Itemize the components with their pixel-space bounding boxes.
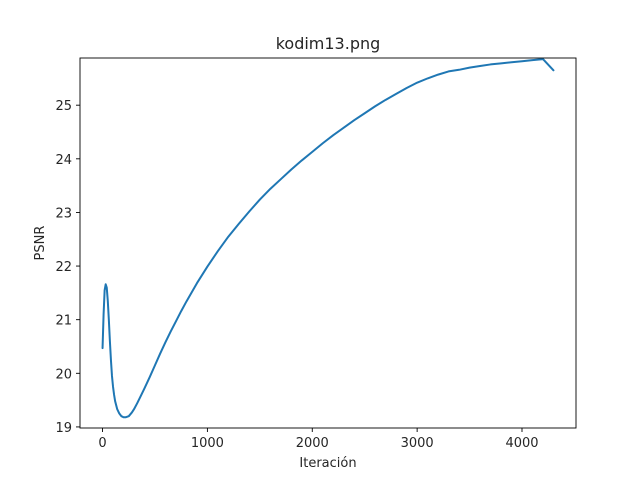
y-tick-label: 24 (55, 153, 72, 168)
x-tick-label: 2000 (296, 436, 329, 451)
chart-title: kodim13.png (276, 34, 381, 53)
y-tick-label: 25 (55, 99, 72, 114)
x-tick-label: 4000 (505, 436, 538, 451)
ticks-group: 0 1000 2000 3000 4000 19 20 21 22 23 24 25 (55, 99, 538, 451)
plot-frame (79, 57, 577, 429)
series-group (101, 58, 555, 419)
x-tick-label: 1000 (191, 436, 224, 451)
y-tick-label: 21 (55, 314, 72, 329)
x-tick-label: 3000 (401, 436, 434, 451)
y-tick-label: 22 (55, 260, 72, 275)
psnr-series-line (101, 58, 555, 419)
x-tick-label: 0 (98, 436, 106, 451)
y-tick-label: 19 (55, 421, 72, 436)
y-axis-label: PSNR (33, 226, 48, 261)
y-tick-label: 20 (55, 367, 72, 382)
x-axis-label: Iteración (299, 456, 356, 471)
y-tick-label: 23 (55, 206, 72, 221)
plot-area (80, 58, 576, 428)
